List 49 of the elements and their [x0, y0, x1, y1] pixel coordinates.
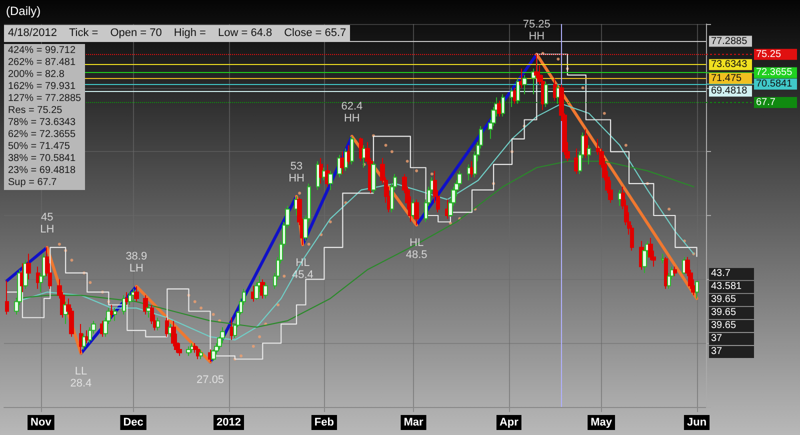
x-tick-label: May	[590, 416, 613, 428]
ref-line-label: 67.7	[756, 97, 776, 108]
text: Close = 65.7	[284, 26, 346, 40]
annotation: 45 LH	[40, 211, 54, 236]
annotation: 78% = 73.6343	[8, 117, 77, 129]
x-tick-label: Jun	[686, 416, 707, 428]
text: 43.581	[709, 281, 754, 293]
annotation: 62% = 72.3655	[8, 129, 77, 141]
text: 39.65	[709, 320, 754, 332]
annotation: Res = 75.25	[8, 105, 64, 117]
annotation: 424% = 99.712	[8, 45, 77, 57]
ref-line-label: 75.25	[756, 48, 782, 60]
chart-title: (Daily)	[6, 4, 41, 18]
annotation: LL 28.4	[70, 365, 92, 390]
x-tick-label: Feb	[314, 416, 334, 428]
ref-line-label: 71.475	[711, 72, 742, 84]
text: Tick =	[68, 26, 98, 40]
text: 39.65	[709, 307, 754, 319]
x-tick-label: Dec	[123, 416, 144, 428]
text: 37	[709, 333, 754, 345]
annotation: 38.9 LH	[126, 250, 148, 274]
ref-line-label: 69.4818	[711, 86, 748, 97]
annotation: 162% = 79.931	[8, 81, 77, 93]
annotation: 200% = 82.8	[8, 69, 66, 81]
annotation: 62.4 HH	[341, 100, 363, 124]
annotation: 50% = 71.475	[8, 141, 71, 153]
annotation: Sup = 67.7	[8, 177, 58, 189]
text: High =	[174, 26, 206, 40]
annotation: 23% = 69.4818	[8, 165, 77, 177]
ref-line-label: 73.6343	[711, 59, 748, 70]
x-tick-label: Nov	[30, 416, 52, 428]
annotation: 127% = 77.2885	[8, 93, 82, 105]
annotation: 38% = 70.5841	[8, 153, 77, 165]
x-tick-label: Mar	[404, 416, 424, 428]
annotation: 262% = 87.481	[8, 57, 77, 69]
ref-line-label: 70.5841	[756, 78, 793, 90]
text: Low = 64.8	[218, 26, 272, 40]
text: 43.7	[709, 268, 754, 280]
text: 4/18/2012	[8, 26, 57, 40]
text: 37	[709, 346, 754, 358]
text: Open = 70	[110, 26, 162, 40]
ref-line-label: 72.3655	[756, 67, 793, 78]
annotation: 53 HH	[288, 160, 304, 184]
annotation: 27.05	[196, 374, 224, 386]
x-tick-label: 2012	[216, 416, 242, 428]
annotation: 75.25 HH	[522, 18, 550, 42]
ref-line-label: 77.2885	[711, 36, 748, 47]
x-tick-label: Apr	[499, 416, 520, 428]
text: 39.65	[709, 294, 754, 306]
